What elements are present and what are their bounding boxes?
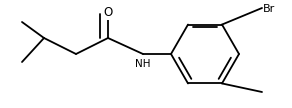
- Text: NH: NH: [135, 59, 151, 69]
- Text: O: O: [103, 6, 113, 20]
- Text: Br: Br: [263, 4, 275, 14]
